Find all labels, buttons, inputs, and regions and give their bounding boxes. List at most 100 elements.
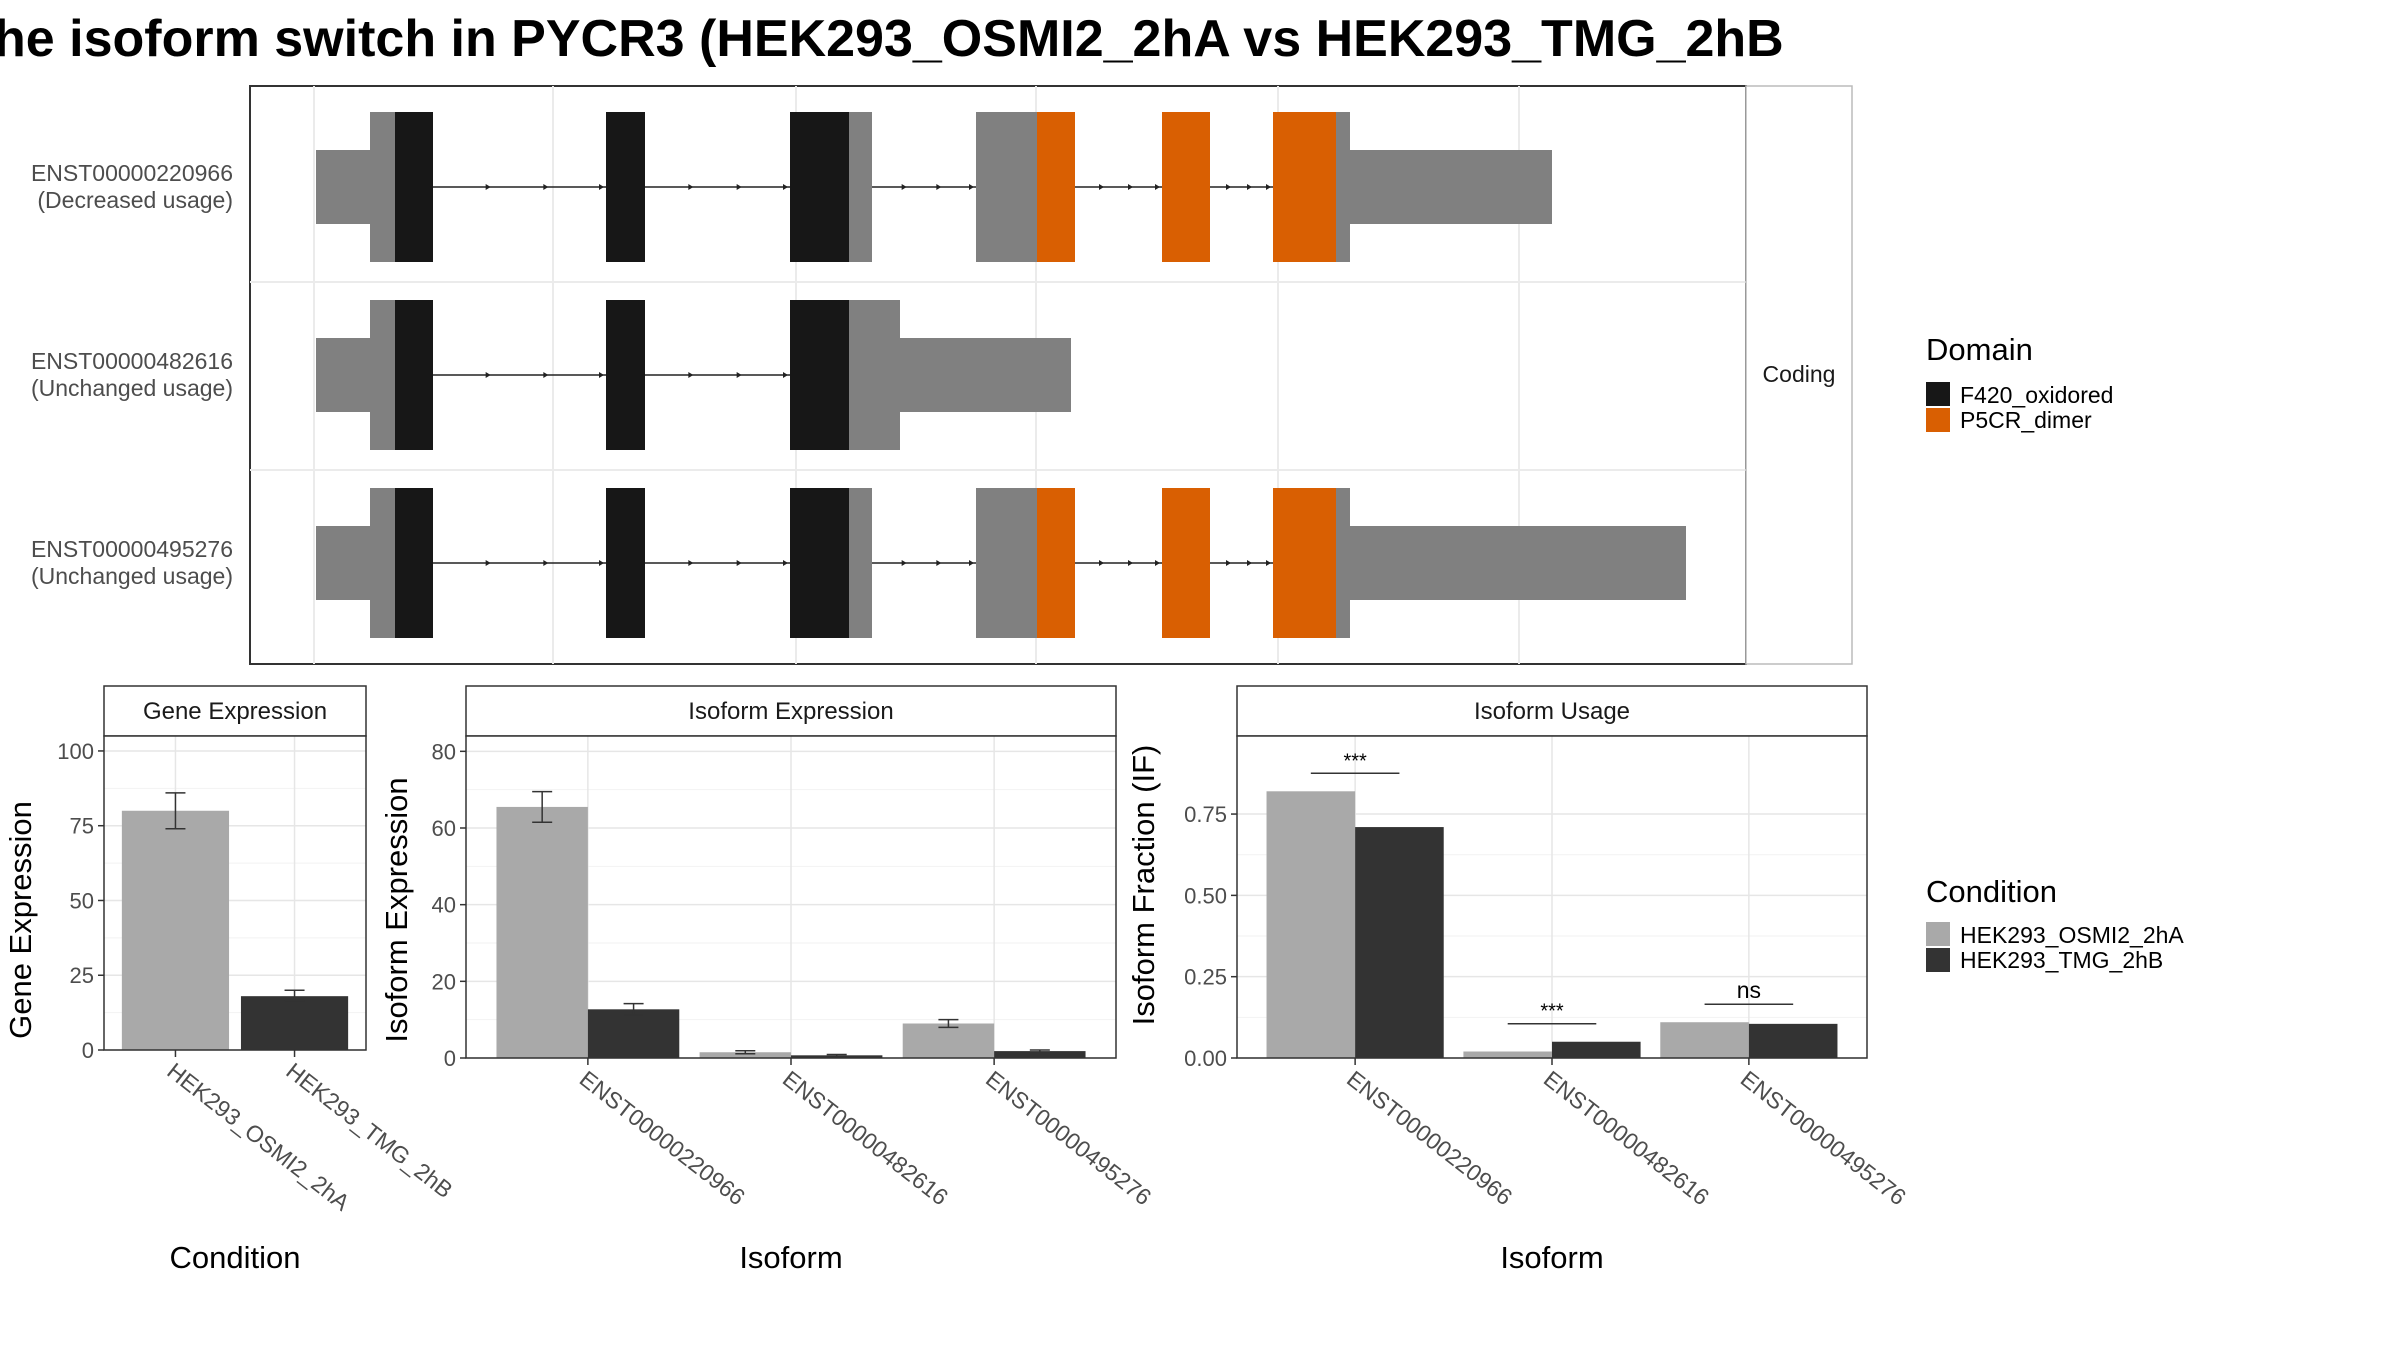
isoform-usage-bar <box>1355 827 1444 1058</box>
domain-legend-title: Domain <box>1926 332 2033 367</box>
transcript-2-intron-arrow <box>688 372 694 378</box>
transcript-1-intron-arrow <box>599 184 604 190</box>
gene-expression-bar <box>121 810 230 1050</box>
transcript-1-intron-arrow <box>901 184 907 190</box>
transcript-1-intron-arrow <box>1128 184 1133 190</box>
transcript-3-intron-arrow <box>969 560 974 566</box>
isoform-expression-bar <box>587 1009 680 1058</box>
transcript-1-intron-arrow <box>1226 184 1231 190</box>
isoform-expression-x-tick-label: ENST00000495276 <box>981 1065 1156 1210</box>
transcript-1-exon-f420-domain <box>790 112 849 262</box>
isoform-label-3-usage: (Unchanged usage) <box>31 563 233 589</box>
isoform-expression-strip <box>465 685 1117 737</box>
transcript-1-exon-utr <box>976 112 1037 262</box>
isoform-expression-bar <box>902 1023 995 1058</box>
condition-legend-label-b: HEK293_TMG_2hB <box>1960 947 2163 973</box>
transcript-3-exon-utr <box>370 488 395 638</box>
isoform-expression-bar <box>699 1052 791 1058</box>
isoform-label-3-id: ENST00000495276 <box>31 536 233 562</box>
gene-expression-y-tick-label: 50 <box>70 888 94 913</box>
isoform-usage-y-title: Isoform Fraction (IF) <box>1126 745 1161 1026</box>
transcript-2-exon-utr <box>900 338 1071 412</box>
isoform-expression-bar <box>496 806 588 1058</box>
transcript-3-exon-utr <box>1350 526 1686 600</box>
structure-transcripts <box>316 112 1686 638</box>
transcript-1-exon-utr <box>316 150 370 224</box>
isoform-usage-significance-label: ns <box>1737 977 1761 1003</box>
isoform-usage-bar <box>1552 1041 1641 1058</box>
isoform-usage-significance-label: *** <box>1540 1001 1564 1023</box>
isoform-expression-y-tick-label: 80 <box>432 739 456 764</box>
transcript-3-intron-arrow <box>485 560 491 566</box>
condition-legend-title: Condition <box>1926 874 2057 909</box>
transcript-1 <box>316 112 1552 262</box>
isoform-usage-bar <box>1463 1051 1552 1058</box>
transcript-3-intron-arrow <box>936 560 942 566</box>
condition-legend-swatch-b <box>1926 948 1950 972</box>
isoform-label-1-usage: (Decreased usage) <box>37 187 233 213</box>
transcript-3-intron-arrow <box>736 560 742 566</box>
isoform-expression-panel: Isoform Expression 0 20 40 60 80 ENST00000220… <box>379 685 1156 1275</box>
transcript-2-exon-f420-domain <box>790 300 849 450</box>
transcript-1-intron-arrow <box>936 184 942 190</box>
transcript-1-intron-arrow <box>1247 184 1252 190</box>
structure-facet-strip <box>1745 85 1853 665</box>
domain-legend-swatch-f420 <box>1926 382 1950 406</box>
transcript-2-intron-arrow <box>599 372 604 378</box>
isoform-usage-significance-label: *** <box>1343 750 1367 772</box>
transcript-3-intron-arrow <box>901 560 907 566</box>
isoform-expression-x-tick-label: ENST00000220966 <box>575 1065 750 1210</box>
gene-expression-strip-label: Gene Expression <box>143 698 327 725</box>
gene-expression-x-title: Condition <box>170 1240 301 1275</box>
transcript-1-exon-utr <box>370 112 395 262</box>
transcript-3 <box>316 488 1686 638</box>
isoform-usage-x-tick-label: ENST00000495276 <box>1736 1065 1911 1210</box>
transcript-1-intron-arrow <box>1155 184 1160 190</box>
transcript-1-intron-arrow <box>783 184 788 190</box>
transcript-3-intron-arrow <box>783 560 788 566</box>
isoform-expression-bar <box>994 1051 1086 1058</box>
transcript-1-exon-utr <box>849 112 872 262</box>
gene-expression-panel: Gene Expression 0255075100HEK293_OSMI2_2… <box>3 685 458 1275</box>
domain-legend-label-f420: F420_oxidored <box>1960 382 2113 408</box>
condition-legend-swatch-a <box>1926 922 1950 946</box>
transcript-1-intron-arrow <box>1099 184 1104 190</box>
isoform-usage-x-title: Isoform <box>1500 1240 1603 1275</box>
domain-legend: Domain F420_oxidored P5CR_dimer <box>1926 332 2113 433</box>
transcript-2-intron-arrow <box>543 372 549 378</box>
transcript-3-exon-utr <box>1336 488 1350 638</box>
transcript-1-intron-arrow <box>688 184 694 190</box>
transcript-3-exon-p5cr-domain <box>1273 488 1336 638</box>
transcript-2-exon-utr <box>316 338 370 412</box>
gene-expression-y-title: Gene Expression <box>3 801 38 1039</box>
gene-expression-bar <box>240 996 349 1050</box>
transcript-2 <box>316 300 1071 450</box>
isoform-usage-strip-label: Isoform Usage <box>1474 698 1630 725</box>
isoform-label-1-id: ENST00000220966 <box>31 160 233 186</box>
isoform-expression-y-tick-label: 20 <box>432 969 456 994</box>
transcript-3-intron-arrow <box>1128 560 1133 566</box>
transcript-2-intron-arrow <box>783 372 788 378</box>
transcript-2-exon-utr <box>849 300 900 450</box>
transcript-3-exon-utr <box>316 526 370 600</box>
transcript-1-exon-utr <box>1350 150 1552 224</box>
isoform-expression-y-tick-label: 40 <box>432 893 456 918</box>
transcript-3-intron-arrow <box>1155 560 1160 566</box>
isoform-expression-x-tick-label: ENST00000482616 <box>778 1065 953 1210</box>
transcript-3-intron-arrow <box>1099 560 1104 566</box>
isoform-usage-y-tick-label: 0.00 <box>1184 1046 1227 1071</box>
condition-legend: Condition HEK293_OSMI2_2hA HEK293_TMG_2h… <box>1926 874 2184 973</box>
gene-expression-strip <box>103 685 367 737</box>
transcript-1-intron-arrow <box>1266 184 1271 190</box>
transcript-1-exon-p5cr-domain <box>1037 112 1075 262</box>
transcript-2-exon-f420-domain <box>606 300 645 450</box>
isoform-expression-y-title: Isoform Expression <box>379 777 414 1042</box>
transcript-3-exon-utr <box>976 488 1037 638</box>
condition-legend-label-a: HEK293_OSMI2_2hA <box>1960 922 2184 948</box>
isoform-expression-y-tick-label: 0 <box>444 1046 456 1071</box>
transcript-3-intron-arrow <box>599 560 604 566</box>
gene-expression-y-tick-label: 25 <box>70 963 94 988</box>
isoform-usage-bar <box>1660 1022 1749 1058</box>
structure-facet-label: Coding <box>1763 361 1836 387</box>
isoform-usage-x-tick-label: ENST00000220966 <box>1342 1065 1517 1210</box>
